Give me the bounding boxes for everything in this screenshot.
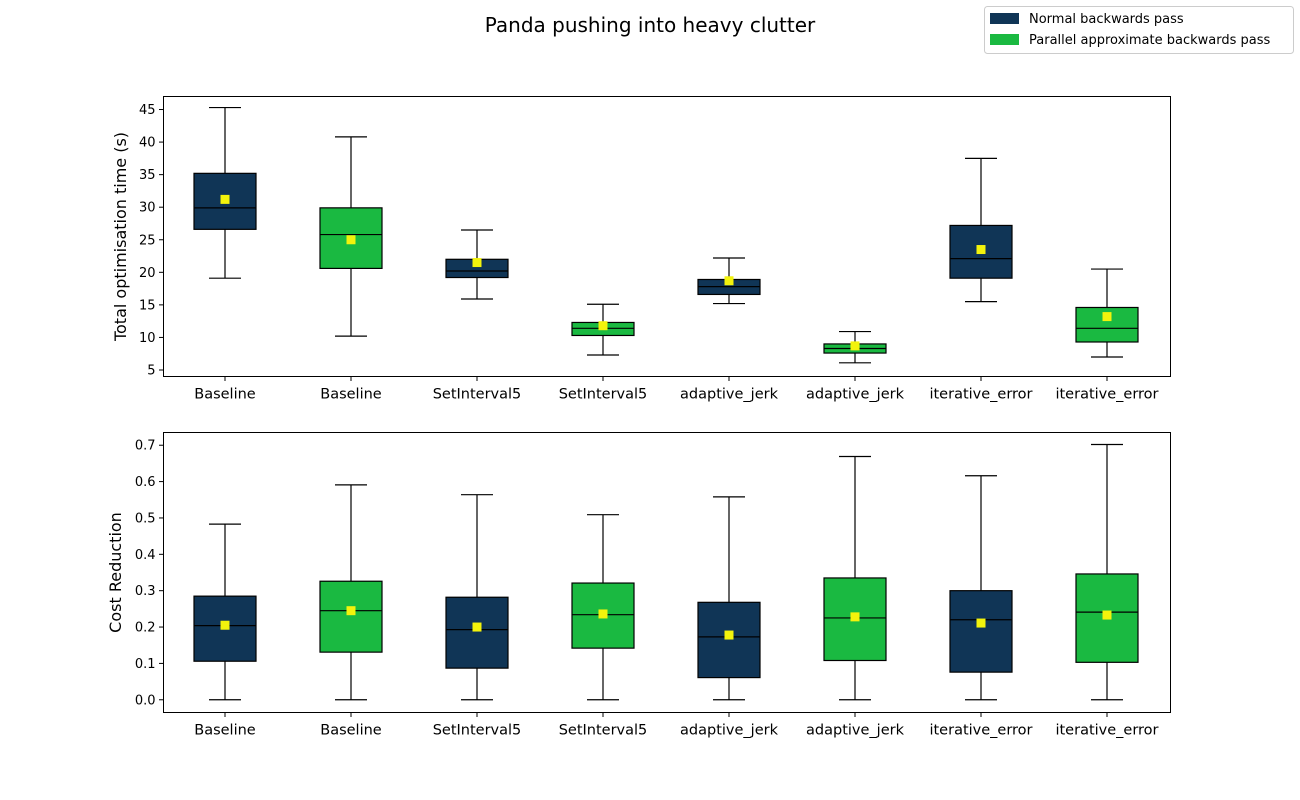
cost-y-tick-label: 0.3 — [135, 584, 156, 599]
time-x-tick-label: Baseline — [194, 387, 256, 403]
box-body — [445, 596, 509, 669]
mean-marker — [346, 606, 356, 616]
cost-panel: 0.0 0.1 0.2 0.3 0.4 0.5 0.6 0.7 Baseline Baseline… — [106, 432, 1171, 739]
cost-box-1 — [319, 484, 383, 701]
time-box-1 — [319, 136, 383, 337]
cost-y-tick-label: 0.6 — [135, 475, 156, 490]
mean-marker — [598, 321, 608, 331]
time-x-tick-label: iterative_error — [929, 387, 1032, 403]
cost-y-tick-label: 0.0 — [135, 693, 156, 708]
cost-x-tick-label: Baseline — [320, 723, 382, 739]
cost-box-2 — [445, 494, 509, 701]
legend-label-parallel: Parallel approximate backwards pass — [1029, 33, 1271, 48]
cost-y-tick-label: 0.2 — [135, 621, 156, 636]
time-x-tick-label: iterative_error — [1055, 387, 1158, 403]
cost-x-tick-label: adaptive_jerk — [806, 723, 905, 739]
time-box-3 — [571, 303, 635, 356]
time-box-5 — [823, 330, 887, 364]
time-box-0 — [193, 106, 257, 279]
cost-box-7 — [1075, 443, 1139, 701]
mean-marker — [850, 341, 860, 351]
cost-x-tick-label: Baseline — [194, 723, 256, 739]
mean-marker — [598, 609, 608, 619]
cost-plot-area — [163, 432, 1171, 713]
legend: Normal backwards pass Parallel approxima… — [984, 6, 1294, 54]
time-y-axis-label: Total optimisation time (s) — [111, 132, 130, 342]
cost-y-tick-label: 0.7 — [135, 439, 156, 454]
time-panel: 5 10 15 20 25 30 35 40 45 Baseline Baseline SetInte… — [111, 96, 1171, 403]
mean-marker — [976, 245, 986, 255]
mean-marker — [220, 194, 230, 204]
legend-label-normal: Normal backwards pass — [1029, 12, 1184, 27]
time-panel-marks: 5 10 15 20 25 30 35 40 45 Baseline Baseline SetInte… — [139, 103, 1159, 402]
cost-box-3 — [571, 514, 635, 701]
mean-marker — [724, 276, 734, 286]
time-y-tick-label: 40 — [139, 136, 156, 151]
legend-frame — [984, 6, 1294, 54]
mean-marker — [220, 620, 230, 630]
mean-marker — [1102, 312, 1112, 322]
mean-marker — [850, 612, 860, 622]
mean-marker — [1102, 610, 1112, 620]
time-box-4 — [697, 257, 761, 305]
cost-panel-marks: 0.0 0.1 0.2 0.3 0.4 0.5 0.6 0.7 Baseline Baseline… — [135, 439, 1159, 739]
legend-swatch-parallel — [990, 34, 1019, 45]
mean-marker — [472, 258, 482, 268]
time-box-6 — [949, 157, 1013, 303]
time-x-tick-label: Baseline — [320, 387, 382, 403]
time-y-tick-label: 5 — [147, 363, 155, 378]
time-y-tick-label: 15 — [139, 298, 156, 313]
time-y-tick-label: 10 — [139, 331, 156, 346]
figure-title: Panda pushing into heavy clutter — [485, 13, 816, 37]
mean-marker — [724, 630, 734, 640]
cost-box-6 — [949, 475, 1013, 701]
time-y-tick-label: 35 — [139, 168, 156, 183]
cost-y-tick-label: 0.5 — [135, 511, 156, 526]
time-y-tick-label: 20 — [139, 266, 156, 281]
time-y-tick-label: 25 — [139, 233, 156, 248]
cost-box-4 — [697, 496, 761, 701]
cost-y-tick-label: 0.1 — [135, 657, 156, 672]
cost-x-tick-label: adaptive_jerk — [680, 723, 779, 739]
cost-x-tick-label: iterative_error — [929, 723, 1032, 739]
time-y-tick-label: 45 — [139, 103, 156, 118]
box-body — [319, 580, 383, 653]
cost-x-tick-label: SetInterval5 — [559, 723, 648, 739]
cost-x-tick-label: iterative_error — [1055, 723, 1158, 739]
cost-y-axis-label: Cost Reduction — [106, 512, 125, 633]
cost-x-tick-label: SetInterval5 — [433, 723, 522, 739]
time-box-2 — [445, 229, 509, 300]
cost-box-0 — [193, 523, 257, 701]
cost-box-5 — [823, 455, 887, 701]
time-x-tick-label: adaptive_jerk — [680, 387, 779, 403]
time-box-7 — [1075, 268, 1139, 358]
mean-marker — [472, 622, 482, 632]
mean-marker — [976, 618, 986, 628]
box-body — [949, 590, 1013, 673]
time-axes-frame — [163, 96, 1171, 377]
cost-y-tick-label: 0.4 — [135, 548, 156, 563]
time-x-tick-label: adaptive_jerk — [806, 387, 905, 403]
time-x-tick-label: SetInterval5 — [433, 387, 522, 403]
time-y-tick-label: 30 — [139, 201, 156, 216]
box-body — [697, 601, 761, 679]
mean-marker — [346, 235, 356, 245]
time-x-tick-label: SetInterval5 — [559, 387, 648, 403]
legend-swatch-normal — [990, 13, 1019, 24]
cost-axes-frame — [163, 432, 1171, 713]
time-plot-area — [163, 96, 1171, 377]
